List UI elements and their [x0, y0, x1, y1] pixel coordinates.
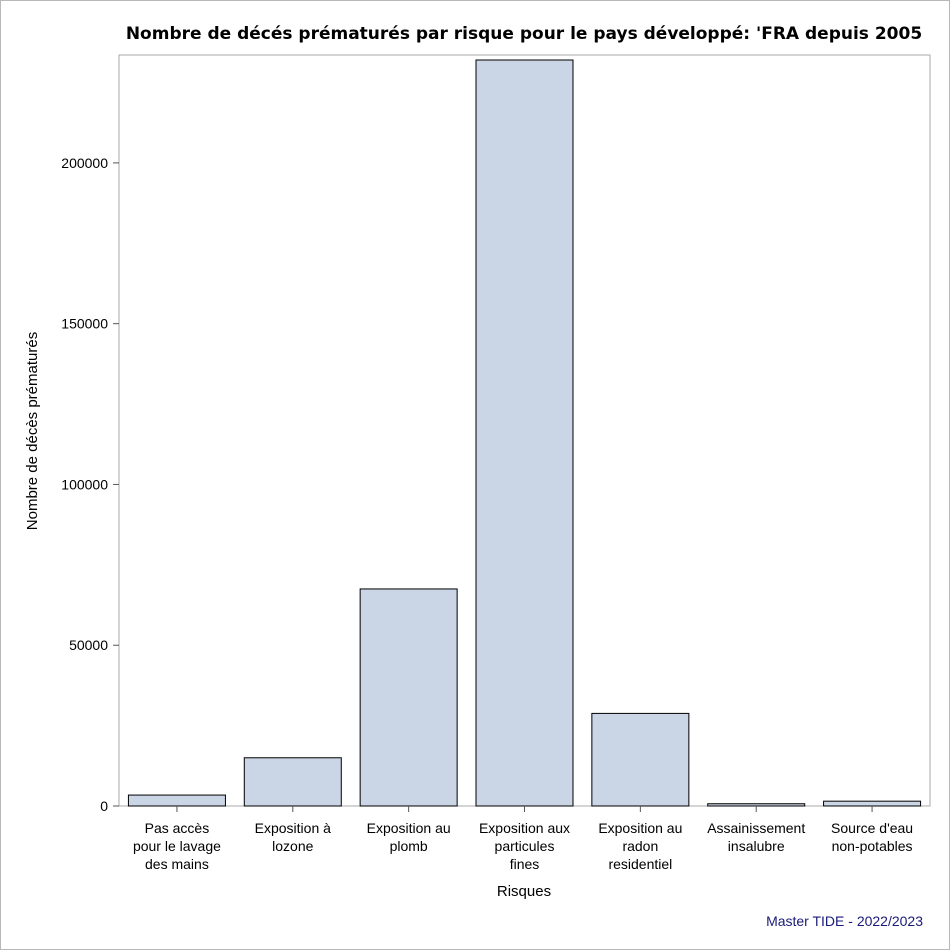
x-tick-label-line: Exposition aux [479, 820, 570, 836]
bar [591, 712, 690, 807]
y-tick-label: 50000 [69, 637, 108, 653]
x-tick-label: Assainissement insalubre [707, 820, 805, 854]
bar [475, 59, 574, 807]
x-tick-label-line: Assainissement [707, 820, 805, 836]
x-tick-label: Exposition à lozone [255, 820, 331, 854]
x-tick-label: Exposition au radon residentiel [598, 820, 682, 872]
y-axis-title: Nombre de décès prématurés [24, 332, 41, 530]
y-tick-label: 100000 [61, 476, 108, 492]
y-tick-label: 0 [100, 798, 108, 814]
y-tick-label: 150000 [61, 316, 108, 332]
x-axis-title: Risques [497, 883, 551, 900]
x-tick-label-line: des mains [145, 856, 209, 872]
footnote: Master TIDE - 2022/2023 [766, 913, 923, 929]
x-tick-label: Exposition aux particules fines [479, 820, 570, 872]
plot-area: 0 50000 100000 150000 200000 Pas accès pour le… [61, 54, 931, 872]
bar [127, 794, 226, 807]
x-tick-label-line: residentiel [608, 856, 672, 872]
chart-title: Nombre de décés prématurés par risque po… [126, 24, 922, 44]
x-tick-label-line: radon [622, 838, 658, 854]
bar [243, 757, 342, 807]
x-tick-label-line: plomb [390, 838, 428, 854]
x-tick-label: Pas accès pour le lavage des mains [133, 820, 221, 872]
x-tick-label-line: Exposition au [367, 820, 451, 836]
x-tick-label-line: non-potables [832, 838, 913, 854]
bar [823, 800, 922, 807]
x-tick-label-line: fines [510, 856, 540, 872]
x-tick-label-line: particules [495, 838, 555, 854]
bar [359, 588, 458, 807]
x-tick-label: Source d'eau non-potables [831, 820, 913, 854]
x-tick-label-line: insalubre [728, 838, 785, 854]
x-tick-label-line: Exposition à [255, 820, 331, 836]
y-tick-label: 200000 [61, 155, 108, 171]
x-tick-label: Exposition au plomb [367, 820, 451, 854]
x-tick-label-line: Exposition au [598, 820, 682, 836]
bar [707, 803, 806, 807]
x-tick-label-line: Pas accès [145, 820, 210, 836]
x-tick-label-line: lozone [272, 838, 313, 854]
x-tick-label-line: Source d'eau [831, 820, 913, 836]
x-tick-label-line: pour le lavage [133, 838, 221, 854]
